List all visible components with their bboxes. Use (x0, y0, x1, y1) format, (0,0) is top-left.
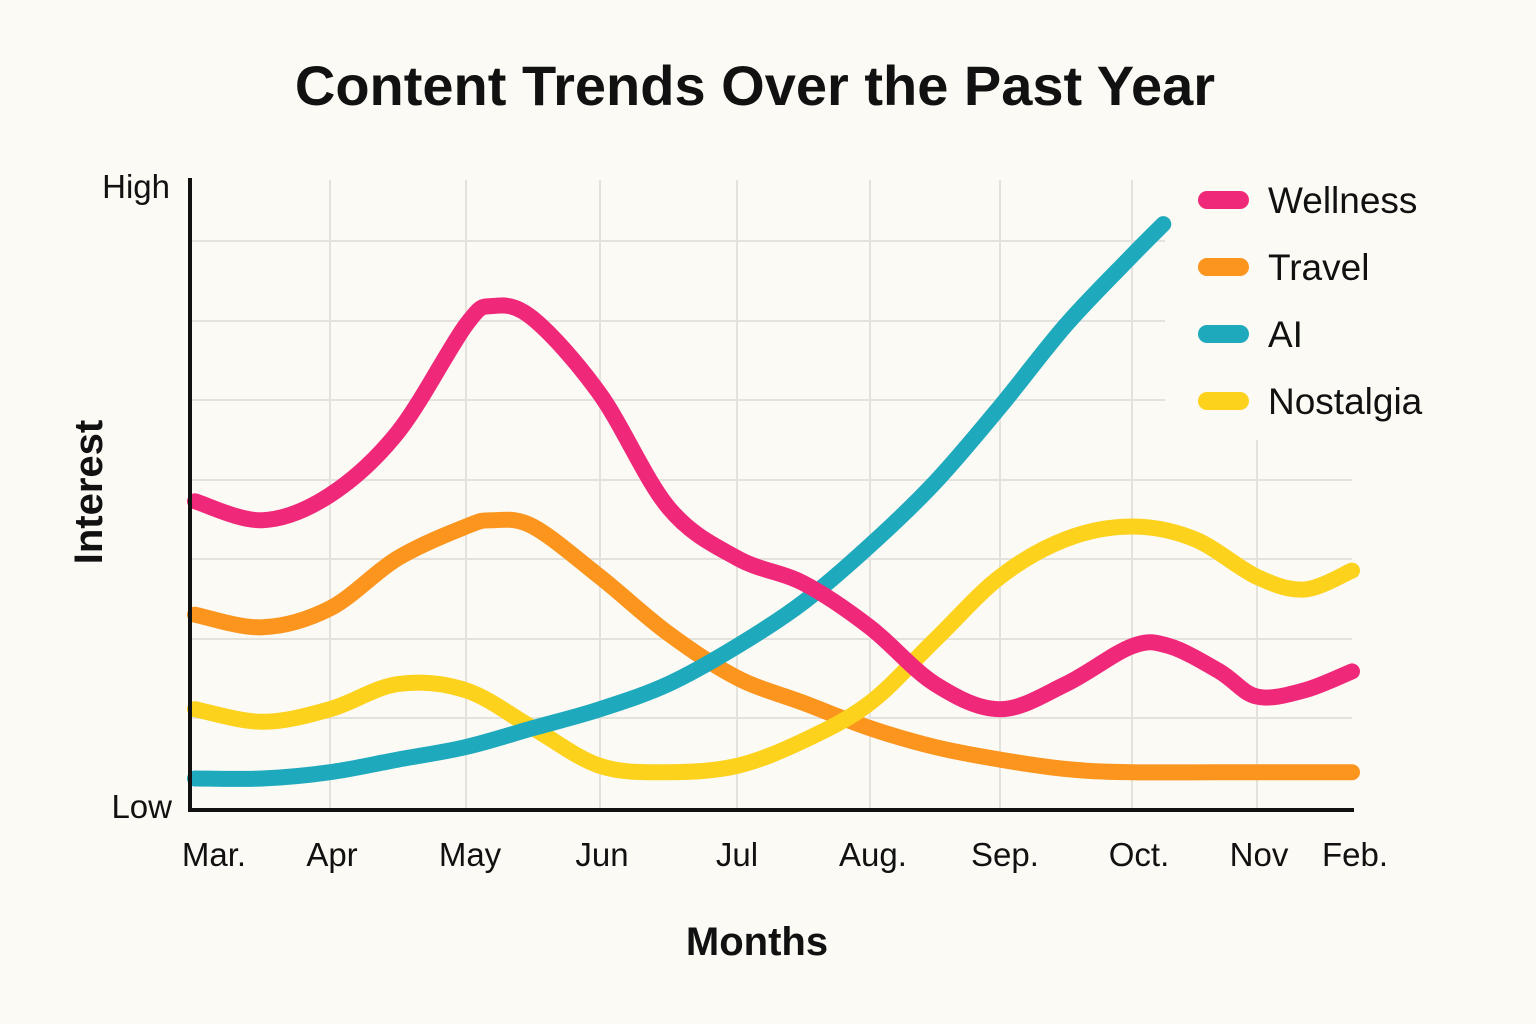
legend-label-ai: AI (1268, 314, 1303, 355)
x-tick-label: Jun (575, 836, 628, 873)
y-axis-title: Interest (67, 420, 111, 565)
x-tick-labels: Mar. Apr May Jun Jul Aug. Sep. Oct. Nov Feb. (182, 836, 1388, 873)
y-tick-low: Low (111, 788, 172, 825)
series-layer (187, 216, 1360, 787)
legend-label-wellness: Wellness (1268, 180, 1417, 221)
x-tick-label: Mar. (182, 836, 246, 873)
x-tick-label: Sep. (971, 836, 1039, 873)
legend: Wellness Travel AI Nostalgia (1198, 180, 1423, 422)
x-tick-label: Feb. (1322, 836, 1388, 873)
grid-lines (190, 180, 1352, 810)
series-line-nostalgia (187, 518, 1360, 781)
x-tick-label: Nov (1230, 836, 1289, 873)
x-tick-label: Apr (306, 836, 357, 873)
legend-label-nostalgia: Nostalgia (1268, 381, 1423, 422)
series-line-ai (187, 216, 1172, 787)
x-tick-label: May (439, 836, 502, 873)
x-axis-title: Months (686, 920, 828, 964)
y-tick-high: High (102, 168, 170, 205)
legend-label-travel: Travel (1268, 247, 1369, 288)
chart-title: Content Trends Over the Past Year (295, 54, 1215, 117)
x-tick-label: Jul (716, 836, 758, 873)
series-line-wellness (187, 297, 1360, 718)
x-tick-label: Aug. (839, 836, 907, 873)
x-tick-label: Oct. (1109, 836, 1170, 873)
